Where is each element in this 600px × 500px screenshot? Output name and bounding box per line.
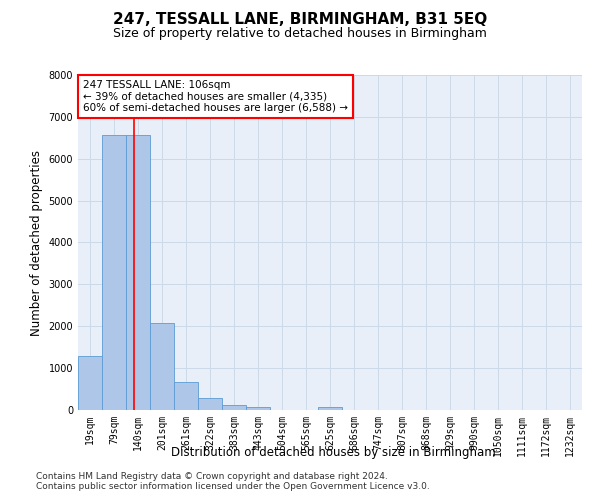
Text: Size of property relative to detached houses in Birmingham: Size of property relative to detached ho…	[113, 28, 487, 40]
Text: Distribution of detached houses by size in Birmingham: Distribution of detached houses by size …	[170, 446, 496, 459]
Bar	[318, 408, 342, 410]
Y-axis label: Number of detached properties: Number of detached properties	[30, 150, 43, 336]
Text: Contains public sector information licensed under the Open Government Licence v3: Contains public sector information licen…	[36, 482, 430, 491]
Bar	[126, 136, 150, 410]
Text: 247, TESSALL LANE, BIRMINGHAM, B31 5EQ: 247, TESSALL LANE, BIRMINGHAM, B31 5EQ	[113, 12, 487, 28]
Text: 247 TESSALL LANE: 106sqm
← 39% of detached houses are smaller (4,335)
60% of sem: 247 TESSALL LANE: 106sqm ← 39% of detach…	[83, 80, 348, 113]
Bar	[102, 136, 126, 410]
Bar	[198, 398, 222, 410]
Text: Contains HM Land Registry data © Crown copyright and database right 2024.: Contains HM Land Registry data © Crown c…	[36, 472, 388, 481]
Bar	[246, 408, 270, 410]
Bar	[222, 406, 246, 410]
Bar	[78, 356, 102, 410]
Bar	[174, 382, 198, 410]
Bar	[150, 323, 174, 410]
